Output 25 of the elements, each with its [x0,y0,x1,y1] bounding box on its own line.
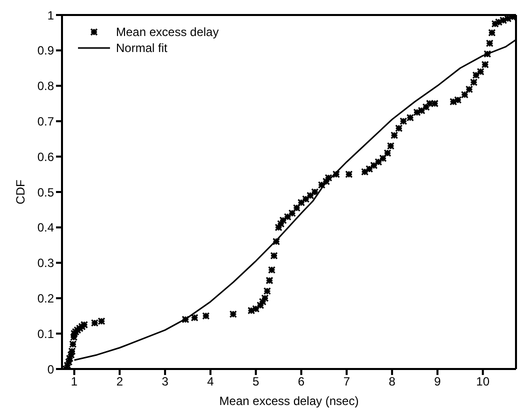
y-tick-label: 0.3 [37,256,54,270]
y-tick-label: 0.9 [37,44,54,58]
y-tick-label: 0.7 [37,114,54,128]
legend-label: Normal fit [116,41,168,55]
y-axis-title: CDF [13,180,28,204]
x-tick-label: 10 [476,374,490,389]
x-tick-label: 6 [298,374,305,389]
y-tick-label: 1 [47,8,54,22]
x-tick-label: 1 [70,374,78,389]
x-tick-label: 4 [207,374,214,389]
y-tick-label: 0.5 [37,185,54,200]
legend-label: Mean excess delay [116,25,219,39]
y-tick-label: 0.4 [37,220,54,235]
x-tick-label: 9 [434,374,442,389]
y-tick-label: 0 [47,362,54,376]
x-tick-label: 7 [343,374,350,389]
y-tick-label: 0.1 [37,326,54,341]
x-tick-label: 5 [252,374,260,389]
x-tick-label: 3 [162,374,169,389]
x-tick-label: 2 [116,374,124,389]
x-tick-label: 8 [388,374,396,389]
y-tick-label: 0.8 [37,79,54,94]
y-tick-label: 0.6 [37,150,54,164]
y-tick-label: 0.2 [37,291,54,306]
x-axis-title: Mean excess delay (nsec) [219,394,359,408]
